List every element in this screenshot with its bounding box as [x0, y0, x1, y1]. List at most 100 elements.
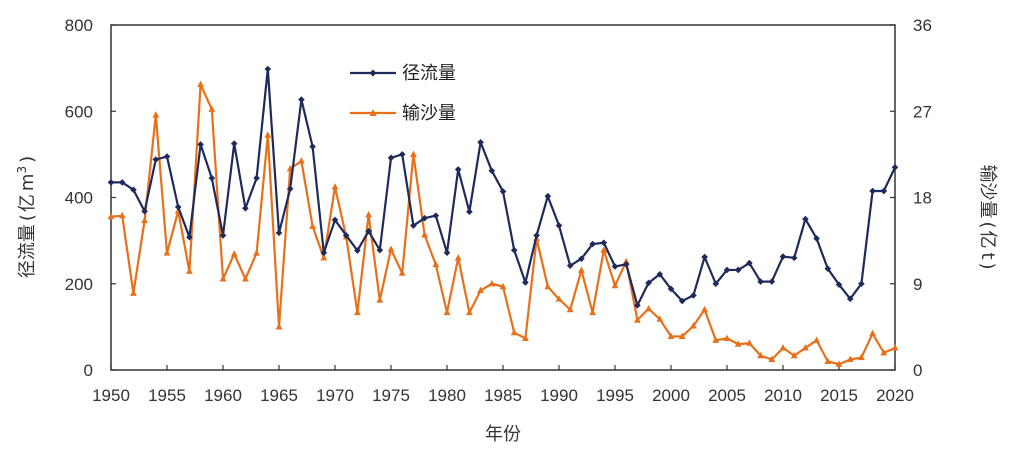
data-point-sediment: [846, 355, 854, 363]
data-point-runoff: [130, 186, 137, 194]
data-point-runoff: [858, 280, 865, 288]
data-point-runoff: [174, 203, 182, 211]
data-point-sediment: [824, 357, 832, 364]
data-point-runoff: [107, 179, 115, 186]
data-point-runoff: [197, 141, 204, 148]
x-tick-label: 2005: [708, 386, 746, 405]
data-point-runoff: [701, 253, 708, 261]
legend: 径流量 输沙量: [350, 63, 456, 124]
data-point-sediment: [544, 282, 552, 290]
data-point-sediment: [208, 105, 216, 112]
x-tick-label: 1995: [596, 386, 634, 405]
data-point-runoff: [723, 266, 731, 274]
data-point-runoff: [589, 240, 596, 248]
axis-ticks: 1950 1955 1960 1965 1970 1975 1980 1985 1990 1995…: [65, 16, 932, 405]
data-point-sediment: [309, 222, 316, 229]
data-point-sediment: [264, 131, 272, 138]
data-point-sediment: [387, 245, 395, 252]
data-point-sediment: [802, 344, 809, 351]
data-point-sediment: [197, 80, 204, 88]
data-point-runoff: [835, 281, 843, 288]
data-point-sediment: [432, 260, 440, 268]
data-point-sediment: [477, 286, 484, 294]
data-point-runoff: [410, 222, 417, 229]
data-point-sediment: [712, 336, 720, 343]
y-left-tick-label: 0: [84, 361, 93, 380]
data-point-sediment: [813, 336, 820, 343]
data-point-sediment: [186, 267, 193, 274]
data-point-runoff: [421, 214, 428, 222]
data-point-sediment: [645, 304, 652, 312]
data-point-sediment: [880, 348, 888, 356]
x-tick-label: 1975: [372, 386, 410, 405]
data-point-sediment: [835, 360, 843, 367]
data-point-runoff: [477, 139, 484, 146]
data-point-sediment: [701, 305, 708, 313]
data-point-runoff: [320, 249, 328, 256]
x-tick-label: 1980: [428, 386, 466, 405]
data-point-sediment: [566, 305, 574, 313]
x-tick-label: 1950: [92, 386, 130, 405]
data-point-sediment: [690, 322, 697, 329]
data-point-runoff: [734, 266, 742, 274]
data-point-runoff: [555, 222, 563, 229]
data-point-sediment: [555, 295, 563, 302]
data-point-runoff: [544, 192, 552, 200]
series-line-sediment: [110, 83, 896, 366]
data-point-sediment: [768, 355, 776, 363]
data-point-sediment: [141, 216, 148, 224]
data-point-sediment: [298, 157, 305, 164]
legend-sediment: 输沙量: [350, 103, 456, 124]
data-point-runoff: [230, 140, 238, 147]
data-point-sediment: [790, 351, 798, 359]
data-point-runoff: [499, 188, 507, 195]
data-point-runoff: [432, 212, 440, 219]
data-point-runoff: [398, 151, 406, 158]
data-point-sediment: [779, 344, 787, 351]
x-tick-label: 2020: [876, 386, 914, 405]
data-point-runoff: [264, 65, 272, 73]
data-point-sediment: [107, 212, 115, 220]
y-axis-right-title: 输沙量(亿t): [977, 164, 998, 269]
data-point-sediment: [891, 344, 899, 351]
legend-sediment-marker: [369, 109, 377, 116]
data-point-runoff: [600, 239, 608, 247]
data-point-sediment: [634, 316, 641, 323]
data-point-runoff: [656, 270, 664, 278]
data-point-sediment: [499, 282, 507, 290]
legend-runoff-label: 径流量: [402, 63, 456, 84]
data-point-runoff: [354, 247, 361, 254]
data-point-runoff: [286, 185, 294, 193]
y-axis-left-title: 径流量(亿m3): [15, 156, 38, 278]
data-point-runoff: [454, 166, 462, 173]
data-point-sediment: [757, 351, 764, 359]
data-point-sediment: [320, 254, 328, 261]
data-point-runoff: [779, 253, 787, 260]
data-point-runoff: [667, 285, 675, 293]
data-point-runoff: [880, 187, 888, 195]
data-point-sediment: [589, 308, 596, 316]
data-point-sediment: [365, 210, 372, 218]
series-line-runoff: [111, 67, 896, 307]
data-point-runoff: [275, 229, 283, 237]
x-axis-title: 年份: [485, 424, 521, 445]
data-point-runoff: [242, 204, 249, 212]
data-point-runoff: [118, 179, 126, 186]
data-point-runoff: [443, 249, 451, 256]
data-point-runoff: [376, 246, 384, 254]
x-tick-label: 1970: [316, 386, 354, 405]
data-point-runoff: [578, 255, 585, 263]
data-point-runoff: [611, 263, 619, 270]
y-left-tick-label: 600: [65, 102, 93, 121]
data-point-runoff: [253, 174, 260, 182]
data-point-sediment: [242, 275, 249, 282]
series-runoff: [107, 65, 899, 309]
data-point-runoff: [466, 208, 473, 216]
data-point-sediment: [522, 334, 529, 341]
data-point-sediment: [723, 334, 731, 341]
data-point-sediment: [398, 269, 406, 276]
data-point-runoff: [488, 167, 496, 175]
data-point-runoff: [208, 174, 216, 182]
data-point-sediment: [219, 275, 227, 282]
data-point-runoff: [712, 280, 720, 288]
